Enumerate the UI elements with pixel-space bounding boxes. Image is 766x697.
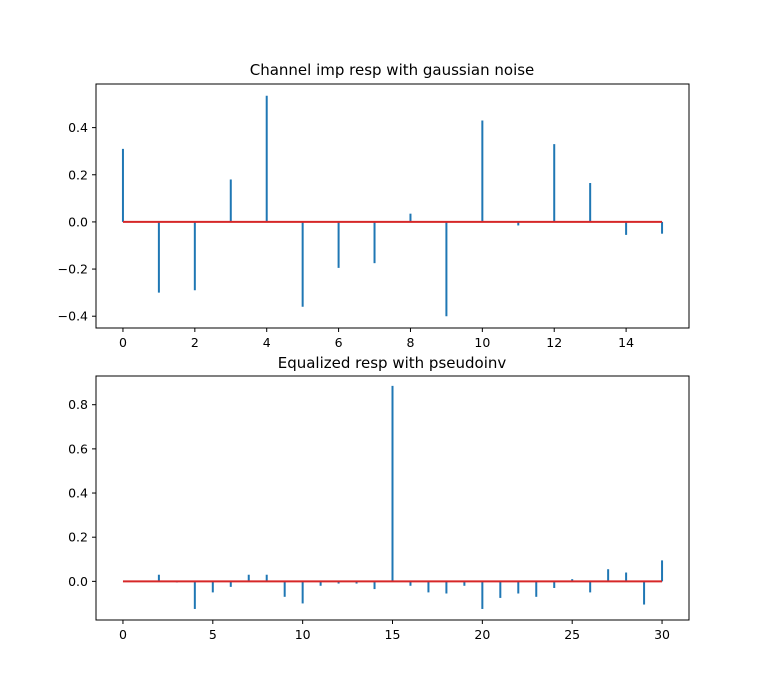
ytick-label-1-0: 0.0 <box>68 574 88 589</box>
top-chart-title: Channel imp resp with gaussian noise <box>250 61 535 79</box>
xtick-label-0-2: 2 <box>191 335 199 350</box>
ytick-label-1-2: 0.4 <box>68 486 88 501</box>
ytick-label-1-1: 0.2 <box>68 530 88 545</box>
xtick-label-0-8: 8 <box>406 335 414 350</box>
xtick-label-0-6: 6 <box>335 335 343 350</box>
xtick-label-1-25: 25 <box>564 627 580 642</box>
xtick-label-0-10: 10 <box>474 335 490 350</box>
xtick-label-0-4: 4 <box>263 335 271 350</box>
xtick-label-1-0: 0 <box>119 627 127 642</box>
axes-frame-0 <box>95 83 690 329</box>
xtick-label-0-12: 12 <box>546 335 562 350</box>
top-plot-area: 0 2 4 6 8 10 12 14 −0.4 −0.2 0.0 0.2 0.4 <box>58 83 690 350</box>
bottom-plot-area: 0 5 10 15 20 25 30 0.0 0.2 0.4 0.6 0.8 <box>68 375 690 642</box>
ytick-label-1-4: 0.8 <box>68 397 88 412</box>
ytick-label-0-1: −0.2 <box>58 262 88 277</box>
xtick-label-1-20: 20 <box>474 627 490 642</box>
bottom-chart-title: Equalized resp with pseudoinv <box>278 354 507 372</box>
ytick-label-0-0: −0.4 <box>58 309 88 324</box>
bottom-chart: Equalized resp with pseudoinv 0 5 10 15 20 25… <box>68 354 690 642</box>
ytick-label-0-3: 0.2 <box>68 167 88 182</box>
xtick-label-1-5: 5 <box>209 627 217 642</box>
ytick-label-0-2: 0.0 <box>68 214 88 229</box>
ytick-label-1-3: 0.6 <box>68 441 88 456</box>
xtick-label-1-30: 30 <box>654 627 670 642</box>
xtick-label-0-14: 14 <box>618 335 634 350</box>
xtick-label-0-0: 0 <box>119 335 127 350</box>
top-chart: Channel imp resp with gaussian noise 0 2 4… <box>58 61 690 350</box>
xtick-label-1-10: 10 <box>295 627 311 642</box>
ytick-label-0-4: 0.4 <box>68 120 88 135</box>
xtick-label-1-15: 15 <box>385 627 401 642</box>
